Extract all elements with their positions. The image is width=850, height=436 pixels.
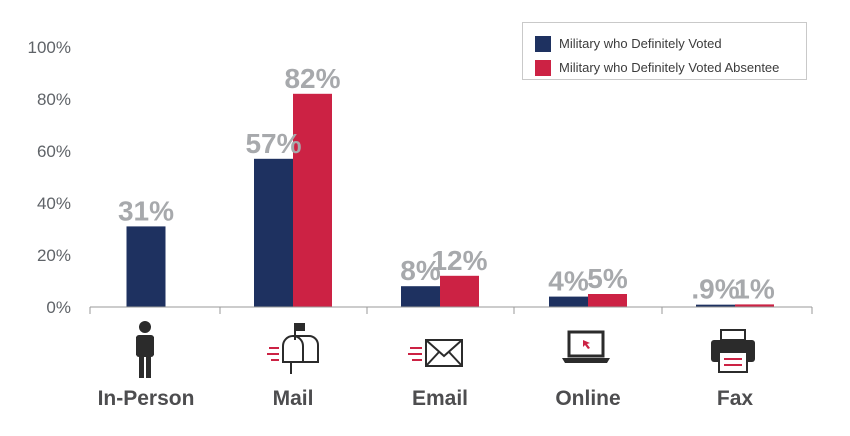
bar-absentee-online — [588, 294, 627, 307]
bar-absentee-email — [440, 275, 479, 307]
y-tick-label: 60% — [37, 142, 71, 161]
legend-label-absentee: Military who Definitely Voted Absentee — [559, 60, 780, 75]
bars — [126, 93, 774, 307]
y-tick-label: 0% — [46, 298, 71, 317]
fax-icon — [711, 329, 755, 373]
data-label: .9% — [691, 274, 739, 305]
bar-voted-online — [549, 296, 588, 307]
data-label: 1% — [734, 273, 775, 304]
bar-voted-in-person — [126, 226, 166, 307]
y-tick-label: 100% — [28, 38, 71, 57]
category-labels: In-Person Mail Email Online Fax — [98, 387, 754, 410]
legend-swatch-absentee — [535, 59, 551, 76]
data-label: 5% — [587, 263, 628, 294]
legend-swatch-voted — [535, 35, 551, 52]
bar-voted-fax — [696, 304, 735, 307]
y-axis-ticks: 0% 20% 40% 60% 80% 100% — [28, 38, 71, 317]
data-label: 57% — [245, 128, 301, 159]
mailbox-icon — [267, 323, 319, 374]
data-label: 82% — [284, 63, 340, 94]
y-tick-label: 80% — [37, 90, 71, 109]
envelope-icon — [408, 339, 463, 367]
bar-absentee-mail — [293, 93, 332, 307]
legend-item-voted: Military who Definitely Voted — [535, 33, 806, 54]
category-label: Fax — [717, 387, 754, 410]
legend-item-absentee: Military who Definitely Voted Absentee — [535, 57, 806, 78]
person-icon — [136, 321, 154, 378]
data-label: 8% — [400, 255, 441, 286]
bar-voted-email — [401, 286, 440, 307]
y-tick-label: 40% — [37, 194, 71, 213]
legend-label-voted: Military who Definitely Voted — [559, 36, 722, 51]
data-label: 31% — [118, 195, 174, 226]
bar-absentee-fax — [735, 304, 774, 307]
category-label: Mail — [273, 387, 314, 410]
bar-voted-mail — [254, 158, 293, 307]
y-tick-label: 20% — [37, 246, 71, 265]
data-label: 4% — [548, 266, 589, 297]
category-label: Email — [412, 387, 468, 410]
data-labels: 31% 57% 82% 8%12% 4%5% .9%1% — [118, 63, 775, 305]
x-axis-ticks — [89, 307, 813, 314]
data-label: 12% — [431, 245, 487, 276]
legend: Military who Definitely Voted Military w… — [522, 22, 807, 80]
category-label: Online — [555, 387, 620, 410]
laptop-icon — [562, 330, 610, 363]
category-label: In-Person — [98, 387, 195, 410]
